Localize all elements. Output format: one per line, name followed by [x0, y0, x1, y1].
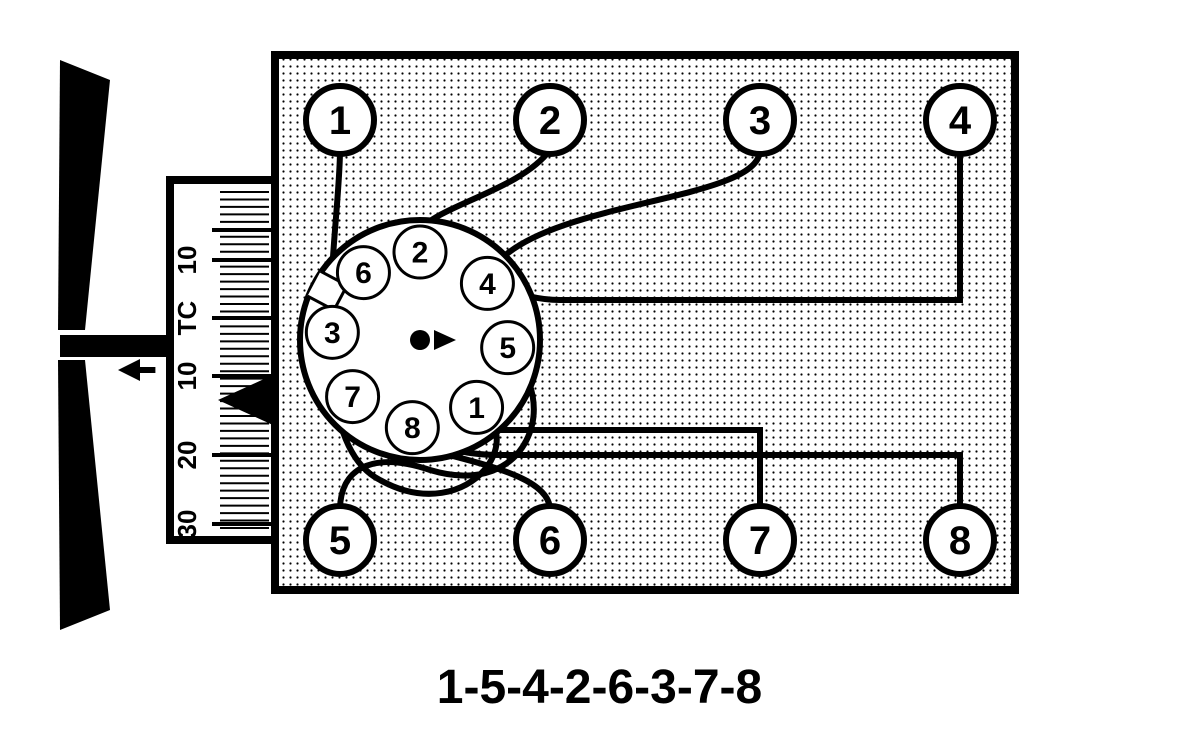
cylinder-label: 1 [329, 99, 351, 143]
timing-label: 20 [172, 441, 202, 470]
cylinder-label: 7 [749, 519, 771, 563]
firing-order-text: 1-5-4-2-6-3-7-8 [0, 660, 1199, 715]
fan-hub [60, 335, 120, 357]
fan-shaft [118, 335, 174, 357]
distributor-terminal-label: 4 [479, 268, 496, 301]
fan-blade-top [58, 60, 110, 330]
advance-arrow-icon [118, 359, 155, 381]
timing-label: 10 [172, 246, 202, 275]
distributor-terminal-label: 5 [499, 332, 516, 365]
timing-label: 30 [172, 510, 202, 539]
cylinder-label: 5 [329, 519, 351, 563]
distributor-terminal-label: 8 [404, 412, 421, 445]
cylinder-label: 6 [539, 519, 561, 563]
timing-label: TC [172, 300, 202, 335]
distributor-terminal-label: 2 [412, 237, 429, 270]
distributor-terminal-label: 7 [344, 381, 361, 414]
distributor-terminal-label: 1 [468, 392, 485, 425]
diagram-stage: 10TC1020302451873612345678 1-5-4-2-6-3-7… [0, 0, 1199, 745]
distributor-terminal-label: 6 [355, 257, 372, 290]
firing-order-diagram: 10TC1020302451873612345678 [0, 0, 1199, 745]
cylinder-label: 3 [749, 99, 771, 143]
timing-label: 10 [172, 362, 202, 391]
distributor-terminal-label: 3 [324, 317, 341, 350]
fan-blade-bottom [58, 360, 110, 630]
distributor-center [410, 330, 430, 350]
cylinder-label: 4 [949, 99, 972, 143]
cylinder-label: 2 [539, 99, 561, 143]
cylinder-label: 8 [949, 519, 971, 563]
timing-scale [170, 180, 275, 540]
